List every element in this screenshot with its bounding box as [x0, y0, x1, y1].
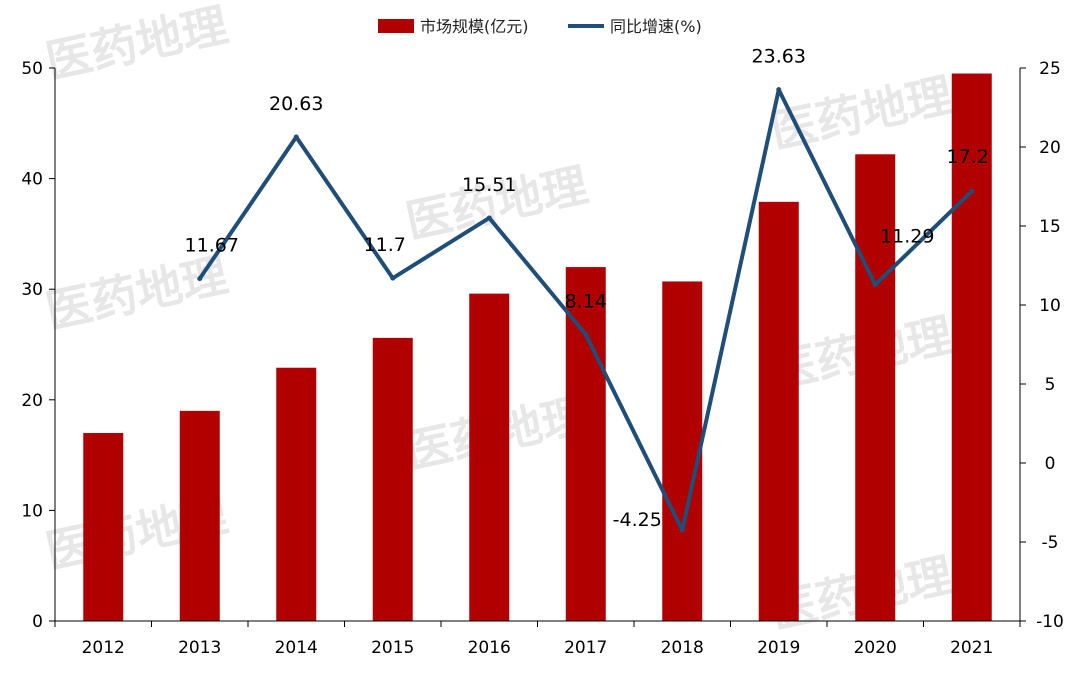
y-left-tick-label-0: 0	[32, 612, 43, 632]
x-tick-label-2016: 2016	[468, 638, 511, 658]
y-right-tick-label-5: 5	[1045, 375, 1056, 395]
x-tick-label-2015: 2015	[371, 638, 414, 658]
data-label-2015: 11.7	[364, 234, 406, 256]
bar-2013	[179, 410, 220, 621]
data-label-2014: 20.63	[269, 93, 323, 115]
bar-2018	[662, 281, 703, 621]
data-label-2021: 17.2	[947, 146, 989, 168]
watermark-text-3: 医药地理	[41, 248, 232, 339]
x-tick-label-2017: 2017	[564, 638, 607, 658]
x-tick-label-2012: 2012	[82, 638, 125, 658]
x-tick-label-2020: 2020	[854, 638, 897, 658]
growth-point-2017	[583, 331, 589, 337]
x-tick-label-2019: 2019	[757, 638, 800, 658]
bar-2021	[951, 73, 992, 621]
y-right-tick-label-10: 10	[1039, 296, 1061, 316]
legend-line-label: 同比增速(%)	[610, 17, 702, 36]
y-right-tick-label--10: -10	[1036, 612, 1064, 632]
growth-point-2019	[776, 87, 782, 93]
x-tick-label-2014: 2014	[275, 638, 318, 658]
y-right-tick-label-15: 15	[1039, 217, 1061, 237]
x-tick-label-2018: 2018	[661, 638, 704, 658]
y-left-tick-label-30: 30	[21, 280, 43, 300]
data-label-2017: 8.14	[565, 290, 607, 312]
bars-layer	[83, 73, 992, 622]
data-label-2016: 15.51	[462, 174, 516, 196]
growth-point-2016	[486, 215, 492, 221]
y-right-tick-label-20: 20	[1039, 138, 1061, 158]
growth-point-2015	[390, 275, 396, 281]
growth-point-2020	[872, 282, 878, 288]
axes-layer: 0 10 20 30 40 50 -10 -5 0 5 10 15 20 25 2012 2013 2014 20…	[21, 59, 1064, 658]
data-label-2013: 11.67	[185, 235, 239, 257]
growth-point-2021	[969, 188, 975, 194]
growth-point-2018	[679, 527, 685, 533]
legend-bar-swatch	[378, 19, 414, 33]
y-right-tick-label-25: 25	[1039, 59, 1061, 79]
data-label-2020: 11.29	[880, 226, 934, 248]
growth-point-2013	[197, 276, 203, 282]
legend: 市场规模(亿元) 同比增速(%)	[378, 17, 702, 36]
bar-2014	[276, 367, 317, 621]
watermark-text-1: 医药地理	[401, 158, 592, 249]
bar-2016	[469, 293, 510, 621]
x-tick-label-2013: 2013	[178, 638, 221, 658]
x-tick-label-2021: 2021	[950, 638, 993, 658]
labels-layer: 11.67 20.63 11.7 15.51 8.14 -4.25 23.63 11.29 17…	[185, 46, 989, 532]
y-left-tick-label-40: 40	[21, 170, 43, 190]
watermark-text-2: 医药地理	[766, 68, 957, 159]
growth-point-2014	[293, 134, 299, 140]
data-label-2018: -4.25	[613, 509, 662, 531]
bar-2017	[565, 267, 606, 621]
y-left-tick-label-50: 50	[21, 59, 43, 79]
bar-2015	[372, 337, 413, 621]
data-label-2019: 23.63	[752, 46, 806, 68]
line-layer	[197, 87, 975, 533]
y-right-tick-label-0: 0	[1045, 454, 1056, 474]
bar-2012	[83, 432, 124, 621]
y-right-tick-label--5: -5	[1042, 533, 1059, 553]
legend-bar-label: 市场规模(亿元)	[420, 17, 529, 36]
bar-2020	[855, 154, 896, 621]
watermark-text-0: 医药地理	[41, 0, 232, 89]
y-left-tick-label-20: 20	[21, 391, 43, 411]
y-left-tick-label-10: 10	[21, 501, 43, 521]
bar-2019	[758, 201, 799, 622]
